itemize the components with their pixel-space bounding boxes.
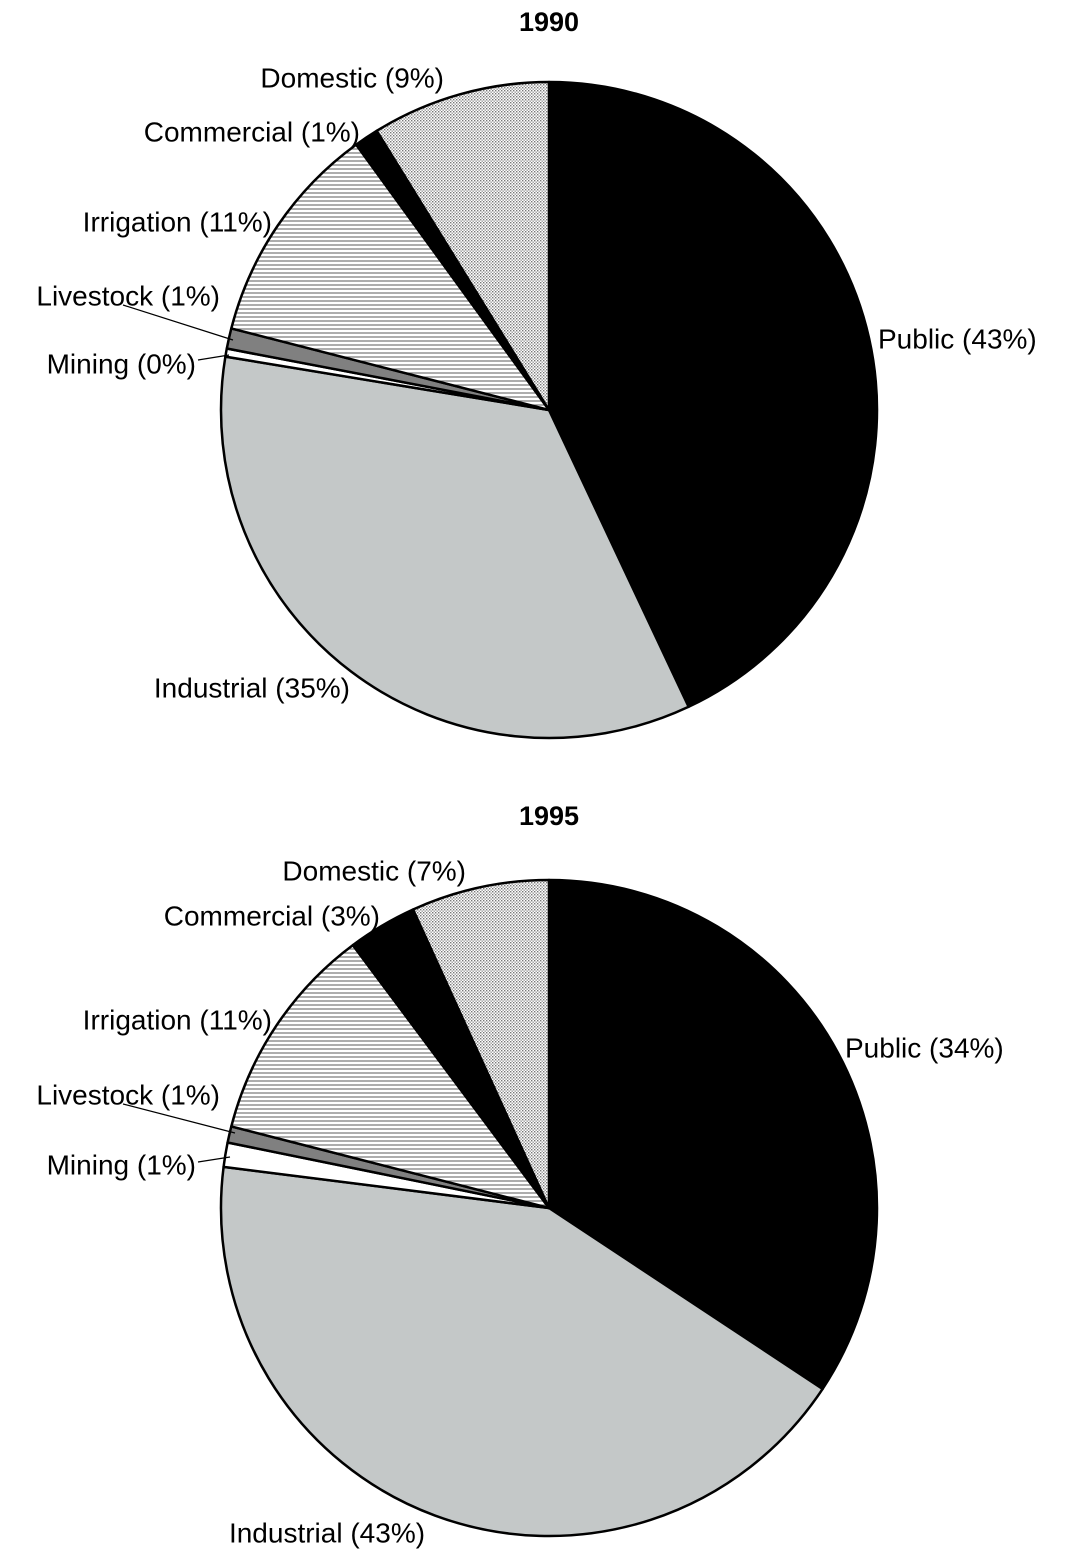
- slice-label: Industrial (43%): [229, 1517, 425, 1548]
- slice-label: Commercial (3%): [164, 900, 380, 931]
- pie-slice: [230, 943, 551, 1210]
- slice-label: Commercial (1%): [144, 116, 360, 147]
- pie-slice: [411, 878, 551, 1210]
- slice-label: Public (34%): [845, 1032, 1004, 1063]
- slice-label: Domestic (9%): [260, 62, 444, 93]
- leader-line: [122, 1103, 236, 1134]
- pie-slice: [375, 80, 551, 412]
- slice-label: Mining (0%): [47, 348, 196, 379]
- pie-slice: [219, 1165, 824, 1538]
- chart-title: 1995: [519, 801, 579, 831]
- leader-line: [197, 1156, 231, 1163]
- leader-line: [122, 304, 234, 341]
- chart-title: 1990: [519, 7, 579, 37]
- slice-label: Mining (1%): [47, 1149, 196, 1180]
- pie-slice: [219, 355, 690, 740]
- slice-label: Public (43%): [878, 323, 1037, 354]
- pie-slice: [547, 80, 879, 709]
- pie-slice: [230, 143, 551, 412]
- slice-label: Domestic (7%): [282, 855, 466, 886]
- slice-label: Irrigation (11%): [83, 1004, 272, 1035]
- slice-label: Irrigation (11%): [83, 206, 272, 237]
- slice-label: Industrial (35%): [154, 672, 350, 703]
- leader-line: [197, 354, 230, 361]
